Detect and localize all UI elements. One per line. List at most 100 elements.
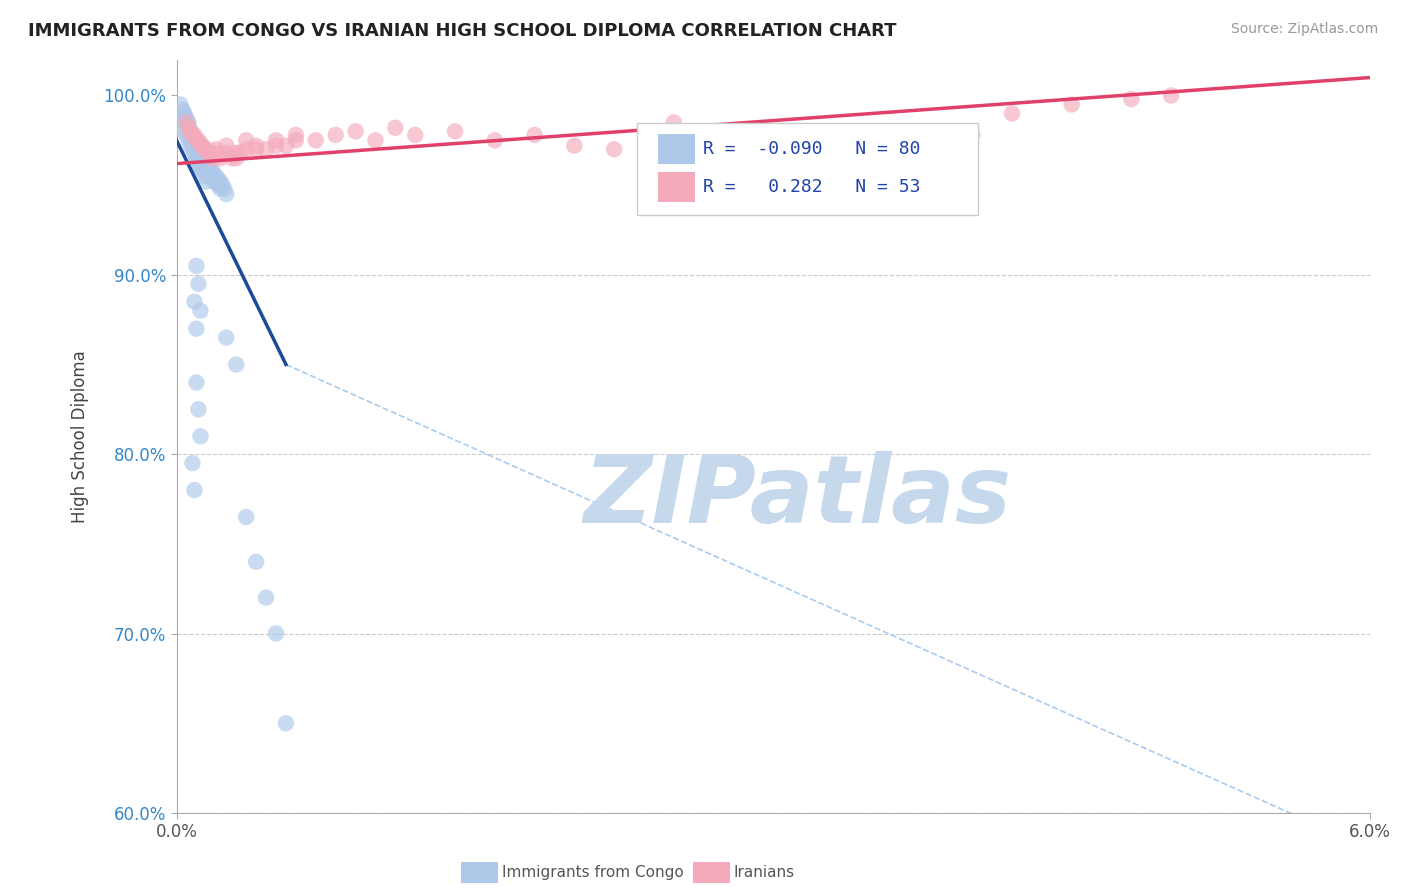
Point bbox=[190, 160, 212, 174]
Point bbox=[193, 154, 215, 169]
Point bbox=[1121, 92, 1143, 106]
Point bbox=[225, 151, 247, 165]
Point bbox=[960, 128, 983, 142]
Y-axis label: High School Diploma: High School Diploma bbox=[72, 350, 89, 523]
Point bbox=[344, 124, 367, 138]
Point bbox=[191, 163, 214, 178]
Point bbox=[183, 138, 205, 153]
Point bbox=[179, 128, 201, 142]
Point bbox=[181, 128, 204, 142]
Point bbox=[1001, 106, 1024, 120]
Point bbox=[195, 156, 218, 170]
Text: Immigrants from Congo: Immigrants from Congo bbox=[502, 865, 683, 880]
Point bbox=[201, 163, 224, 178]
Point bbox=[190, 136, 212, 151]
Point bbox=[215, 330, 238, 344]
Point bbox=[197, 160, 219, 174]
Text: Iranians: Iranians bbox=[734, 865, 794, 880]
Point bbox=[173, 106, 195, 120]
Text: IMMIGRANTS FROM CONGO VS IRANIAN HIGH SCHOOL DIPLOMA CORRELATION CHART: IMMIGRANTS FROM CONGO VS IRANIAN HIGH SC… bbox=[28, 22, 897, 40]
Point bbox=[197, 165, 219, 179]
Point bbox=[190, 154, 212, 169]
Point bbox=[274, 138, 297, 153]
Point bbox=[181, 456, 204, 470]
Point bbox=[264, 626, 287, 640]
Point bbox=[186, 259, 208, 273]
Point bbox=[221, 151, 243, 165]
Point bbox=[173, 110, 195, 124]
Point bbox=[662, 115, 685, 129]
Point bbox=[181, 133, 204, 147]
Point bbox=[187, 151, 209, 165]
Point bbox=[384, 120, 406, 135]
Point bbox=[225, 145, 247, 160]
Point bbox=[404, 128, 426, 142]
Point bbox=[190, 303, 212, 318]
Point bbox=[364, 133, 387, 147]
Point bbox=[193, 169, 215, 184]
Point bbox=[169, 97, 191, 112]
Text: ZIPatlas: ZIPatlas bbox=[583, 450, 1011, 542]
Point bbox=[172, 115, 194, 129]
Point bbox=[179, 124, 201, 138]
Point bbox=[195, 160, 218, 174]
Point bbox=[183, 294, 205, 309]
Point bbox=[723, 128, 745, 142]
Text: R =   0.282   N = 53: R = 0.282 N = 53 bbox=[703, 178, 921, 196]
Point bbox=[245, 138, 267, 153]
Point bbox=[186, 133, 208, 147]
Point bbox=[200, 169, 222, 184]
Point bbox=[190, 429, 212, 443]
Point bbox=[229, 145, 252, 160]
Point bbox=[264, 133, 287, 147]
Point bbox=[173, 124, 195, 138]
Point bbox=[207, 178, 229, 193]
Point bbox=[195, 142, 218, 156]
Point bbox=[187, 277, 209, 291]
Point bbox=[484, 133, 506, 147]
Point bbox=[186, 151, 208, 165]
Point bbox=[187, 147, 209, 161]
Point bbox=[179, 138, 201, 153]
Point bbox=[245, 142, 267, 156]
Point bbox=[205, 175, 228, 189]
Point bbox=[186, 145, 208, 160]
Point bbox=[284, 128, 307, 142]
Point bbox=[235, 510, 257, 524]
Point bbox=[284, 133, 307, 147]
Point bbox=[181, 142, 204, 156]
Point bbox=[201, 151, 224, 165]
Point bbox=[193, 142, 215, 156]
Point bbox=[186, 151, 208, 165]
Point bbox=[211, 178, 233, 193]
Point bbox=[183, 145, 205, 160]
Point bbox=[186, 138, 208, 153]
Point bbox=[172, 103, 194, 117]
Point bbox=[215, 187, 238, 202]
Point bbox=[245, 555, 267, 569]
Point bbox=[202, 169, 225, 184]
Point bbox=[181, 128, 204, 142]
Point bbox=[1060, 97, 1083, 112]
Point bbox=[176, 112, 198, 126]
Point bbox=[209, 151, 232, 165]
Point bbox=[235, 133, 257, 147]
Point bbox=[183, 128, 205, 142]
Point bbox=[215, 138, 238, 153]
Point bbox=[305, 133, 328, 147]
Point bbox=[187, 142, 209, 156]
Point bbox=[183, 483, 205, 497]
Point bbox=[190, 160, 212, 174]
Point bbox=[1160, 88, 1182, 103]
Point bbox=[187, 133, 209, 147]
Point bbox=[201, 169, 224, 184]
Point bbox=[195, 163, 218, 178]
Point bbox=[183, 133, 205, 147]
Point bbox=[177, 115, 200, 129]
Point bbox=[176, 115, 198, 129]
Text: R =  -0.090   N = 80: R = -0.090 N = 80 bbox=[703, 140, 921, 158]
Point bbox=[191, 138, 214, 153]
Point bbox=[177, 120, 200, 135]
Point bbox=[186, 321, 208, 335]
Point bbox=[186, 376, 208, 390]
